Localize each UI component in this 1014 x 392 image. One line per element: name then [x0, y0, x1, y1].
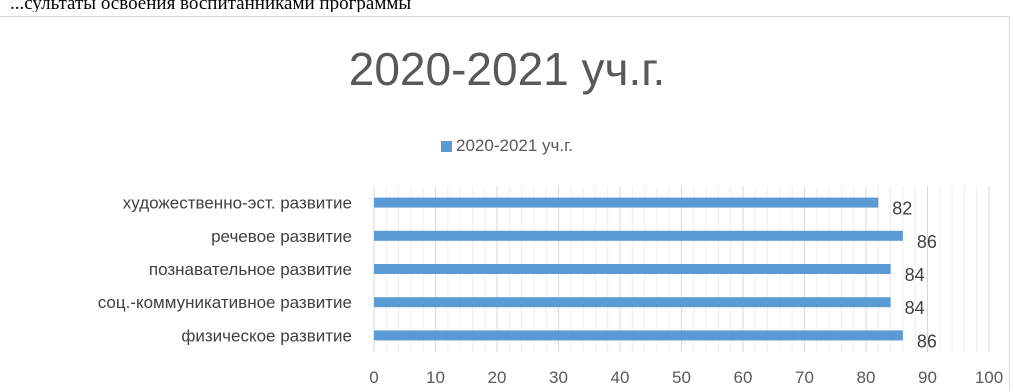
category-label: речевое развитие	[211, 227, 352, 246]
bar	[374, 264, 891, 274]
bar	[374, 197, 879, 208]
data-label: 84	[905, 265, 925, 285]
bar	[374, 330, 903, 341]
labels: 0 10 20 30 40 50 60 70 80 90 100 художественно-эст.…	[98, 194, 1004, 387]
chart-title: 2020-2021 уч.г.	[348, 43, 666, 95]
x-tick-label: 0	[369, 368, 378, 387]
data-label: 86	[917, 331, 937, 351]
x-tick-label: 40	[611, 368, 630, 387]
x-tick-label: 90	[918, 368, 937, 387]
category-label: физическое развитие	[181, 326, 352, 345]
x-tick-label: 80	[857, 368, 876, 387]
chart-frame	[0, 16, 1010, 390]
document-top-text: ...сультаты освоения воспитанниками прог…	[10, 0, 412, 12]
x-tick-label: 70	[795, 368, 814, 387]
category-label: художественно-эст. развитие	[123, 194, 352, 213]
x-tick-label: 10	[426, 368, 445, 387]
bar	[374, 297, 891, 308]
legend: 2020-2021 уч.г.	[0, 136, 1014, 156]
x-tick-label: 100	[975, 368, 1003, 387]
category-label: познавательное развитие	[149, 260, 352, 279]
bars	[374, 197, 903, 341]
legend-swatch	[441, 140, 453, 152]
x-tick-label: 20	[488, 368, 507, 387]
data-label: 82	[892, 199, 912, 219]
x-tick-label: 60	[734, 368, 753, 387]
bar	[374, 230, 903, 241]
legend-label: 2020-2021 уч.г.	[456, 136, 573, 155]
data-label: 84	[905, 298, 925, 318]
data-label: 86	[917, 232, 937, 252]
x-tick-label: 30	[549, 368, 568, 387]
category-label: соц.-коммуникативное развитие	[98, 293, 352, 312]
x-tick-label: 50	[672, 368, 691, 387]
